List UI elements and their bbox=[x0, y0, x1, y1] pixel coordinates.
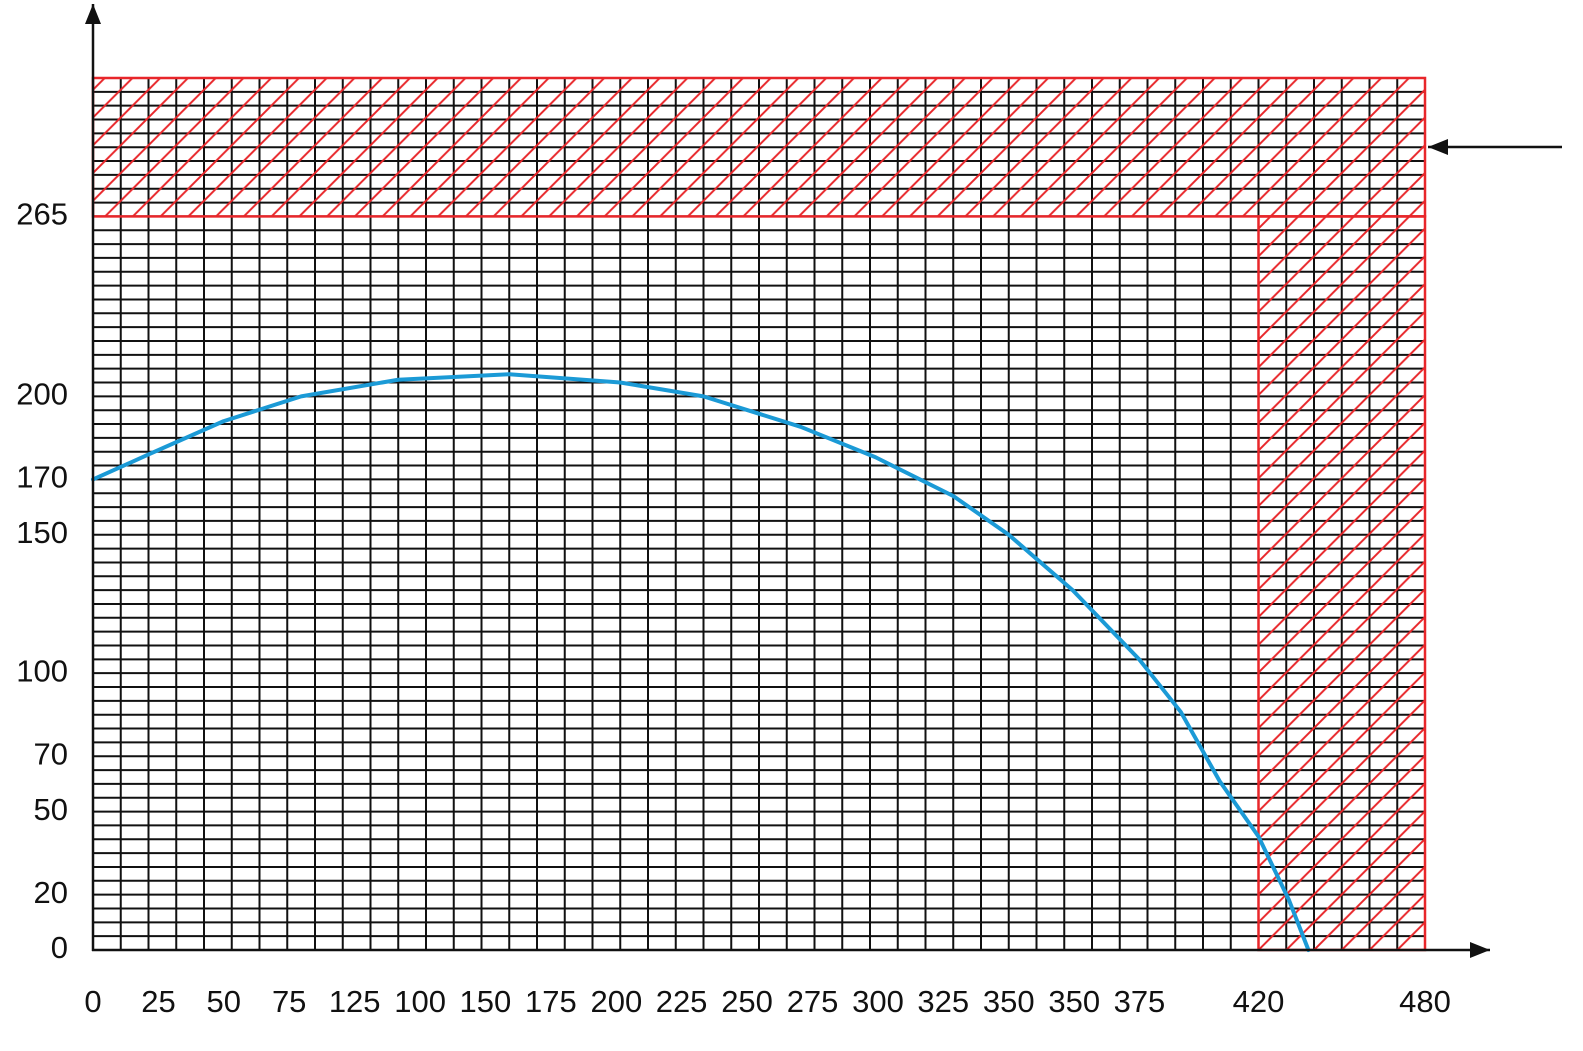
x-tick-label: 75 bbox=[272, 984, 306, 1019]
x-tick-label: 275 bbox=[787, 984, 839, 1019]
x-tick-label: 150 bbox=[460, 984, 512, 1019]
y-tick-label: 100 bbox=[16, 653, 68, 688]
y-tick-label: 20 bbox=[34, 875, 68, 910]
x-tick-label: 420 bbox=[1233, 984, 1285, 1019]
x-tick-label: 50 bbox=[206, 984, 240, 1019]
x-tick-label: 25 bbox=[141, 984, 175, 1019]
y-tick-label: 70 bbox=[34, 736, 68, 771]
x-tick-label: 350 bbox=[983, 984, 1035, 1019]
y-tick-label: 200 bbox=[16, 377, 68, 412]
x-tick-label: 100 bbox=[394, 984, 446, 1019]
y-tick-label: 170 bbox=[16, 460, 68, 495]
x-tick-label: 125 bbox=[329, 984, 381, 1019]
x-tick-label: 175 bbox=[525, 984, 577, 1019]
hatched-region bbox=[91, 76, 1427, 218]
x-tick-label: 375 bbox=[1114, 984, 1166, 1019]
y-tick-label: 0 bbox=[51, 930, 68, 965]
x-tick-label: 250 bbox=[721, 984, 773, 1019]
curve bbox=[91, 372, 1311, 952]
x-tick-label: 200 bbox=[590, 984, 642, 1019]
x-tick-label: 0 bbox=[84, 984, 101, 1019]
y-tick-label: 50 bbox=[34, 792, 68, 827]
x-tick-label: 350 bbox=[1048, 984, 1100, 1019]
plot bbox=[91, 372, 1311, 952]
x-tick-label: 225 bbox=[656, 984, 708, 1019]
x-tick-label: 325 bbox=[917, 984, 969, 1019]
y-tick-label: 150 bbox=[16, 515, 68, 550]
regions bbox=[91, 76, 1427, 952]
x-tick-label: 300 bbox=[852, 984, 904, 1019]
y-tick-label: 265 bbox=[16, 197, 68, 232]
x-tick-label: 480 bbox=[1399, 984, 1451, 1019]
hatched-region bbox=[1257, 215, 1427, 952]
